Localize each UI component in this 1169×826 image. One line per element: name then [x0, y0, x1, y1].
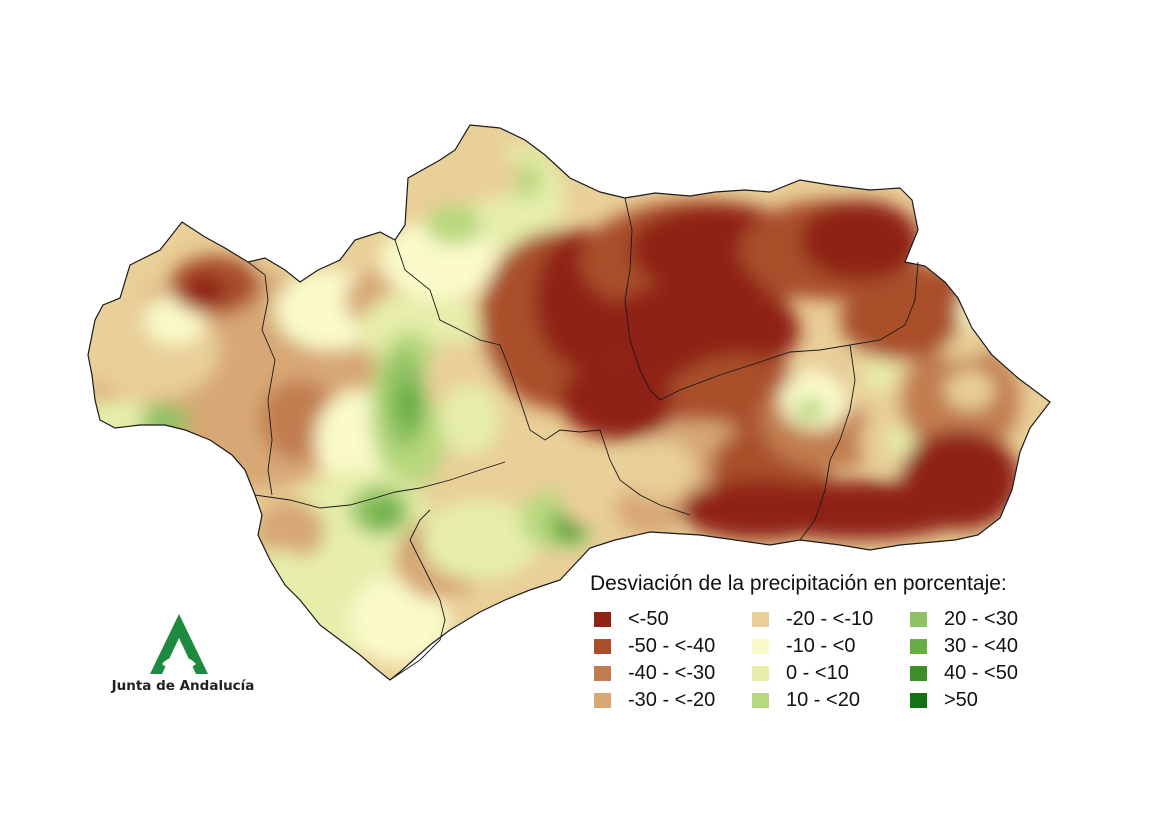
legend-item: 10 - <20 [748, 687, 906, 714]
legend-swatch [752, 612, 769, 627]
legend-label: >50 [944, 689, 978, 711]
precipitation-zone [895, 265, 965, 315]
legend-label: 0 - <10 [786, 662, 849, 684]
precipitation-zone [440, 385, 500, 455]
legend-item: >50 [906, 687, 1056, 714]
junta-de-andalucia-logo: Junta de Andalucía [108, 612, 258, 702]
legend-label: 20 - <30 [944, 608, 1018, 630]
province-border [599, 429, 691, 516]
legend-item: 20 - <30 [906, 606, 1056, 633]
province-border [624, 197, 681, 401]
province-border [389, 509, 446, 681]
legend-grid: <-50 -50 - <-40 -40 - <-30 -30 - <-20 -20 - … [590, 606, 1060, 714]
legend-swatch [594, 612, 611, 627]
legend-title: Desviación de la precipitación en porcen… [590, 572, 1007, 595]
legend-swatch [910, 693, 927, 708]
legend-item: -10 - <0 [748, 633, 906, 660]
legend-swatch [594, 693, 611, 708]
region-outline [87, 124, 1051, 681]
legend-swatch [594, 666, 611, 681]
legend-label: -20 - <-10 [786, 608, 874, 630]
precipitation-zone [255, 500, 325, 560]
legend-label: -40 - <-30 [628, 662, 716, 684]
precipitation-zone [140, 404, 190, 436]
junta-logo-icon [150, 614, 208, 674]
legend-swatch [910, 666, 927, 681]
legend-swatch [910, 612, 927, 627]
legend-label: -30 - <-20 [628, 689, 716, 711]
precipitation-zone [398, 380, 422, 430]
legend-label: -50 - <-40 [628, 635, 716, 657]
legend-item: -40 - <-30 [590, 660, 748, 687]
precipitation-zone [680, 480, 840, 540]
precipitation-zone [800, 200, 920, 280]
legend-label: 10 - <20 [786, 689, 860, 711]
province-borders [87, 124, 1051, 681]
legend-item: -50 - <-40 [590, 633, 748, 660]
legend-item: <-50 [590, 606, 748, 633]
precipitation-zone [795, 398, 825, 422]
legend-item: 0 - <10 [748, 660, 906, 687]
legend-item: 30 - <40 [906, 633, 1056, 660]
province-border [254, 461, 506, 509]
province-border [799, 344, 856, 541]
precipitation-zone [420, 500, 540, 580]
precipitation-zone [560, 360, 680, 440]
province-border [247, 261, 276, 496]
legend-item: -30 - <-20 [590, 687, 748, 714]
legend-label: <-50 [628, 608, 669, 630]
precipitation-zone [460, 150, 520, 200]
precipitation-zone [371, 503, 399, 527]
precipitation-zone [425, 205, 485, 245]
legend: Desviación de la precipitación en porcen… [590, 572, 1060, 714]
legend-swatch [752, 666, 769, 681]
legend-swatch [910, 639, 927, 654]
legend-label: 30 - <40 [944, 635, 1018, 657]
province-border [394, 239, 601, 441]
precipitation-zone [625, 440, 695, 500]
legend-item: -20 - <-10 [748, 606, 906, 633]
province-border [679, 261, 919, 391]
precipitation-zone [862, 359, 898, 391]
logo-text: Junta de Andalucía [111, 678, 255, 694]
legend-swatch [752, 693, 769, 708]
legend-swatch [752, 639, 769, 654]
precipitation-zone [600, 280, 800, 380]
legend-item: 40 - <50 [906, 660, 1056, 687]
precipitation-zone [945, 370, 995, 410]
precipitation-zone [183, 275, 227, 305]
legend-label: 40 - <50 [944, 662, 1018, 684]
legend-swatch [594, 639, 611, 654]
legend-label: -10 - <0 [786, 635, 856, 657]
